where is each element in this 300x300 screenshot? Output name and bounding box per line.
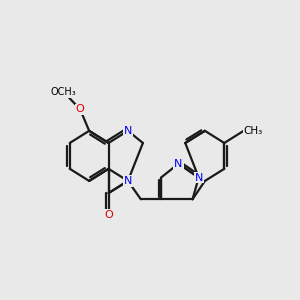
Text: N: N	[174, 159, 183, 169]
Text: N: N	[124, 126, 132, 136]
Text: N: N	[124, 176, 132, 186]
Text: O: O	[104, 210, 113, 220]
Text: CH₃: CH₃	[244, 126, 263, 136]
Text: N: N	[194, 172, 203, 183]
Text: O: O	[76, 104, 85, 114]
Text: OCH₃: OCH₃	[51, 87, 77, 97]
